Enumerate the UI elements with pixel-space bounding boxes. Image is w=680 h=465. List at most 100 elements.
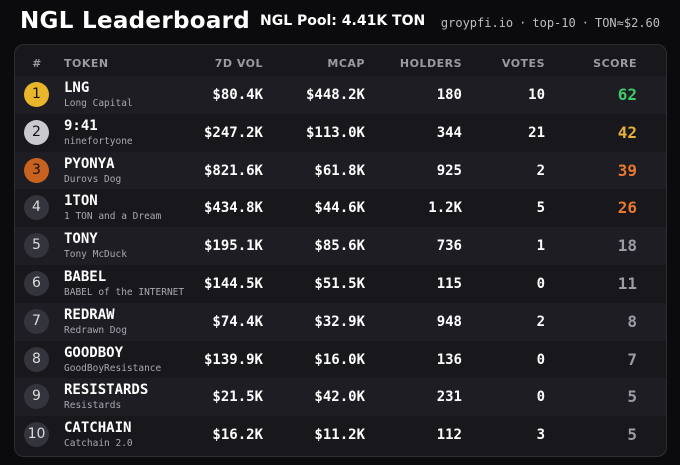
holders: 231: [436, 389, 462, 406]
token-symbol: REDRAW: [64, 306, 115, 323]
row: 10 CATCHAIN Catchain 2.0 $16.2K $11.2K 112 3 5: [15, 416, 666, 454]
rank-badge: 3: [24, 157, 49, 183]
mcap: $113.0K: [305, 124, 365, 141]
token-name: Durovs Dog: [64, 173, 122, 185]
title: NGL Leaderboard: [20, 8, 251, 34]
token-name: Resistards: [64, 400, 122, 412]
vol: $21.5K: [212, 389, 263, 406]
vol: $80.4K: [212, 87, 263, 103]
votes: 0: [536, 389, 545, 406]
vol: $195.1K: [203, 238, 263, 255]
score: 26: [617, 198, 637, 218]
holders: 948: [436, 313, 462, 330]
mcap: $44.6K: [314, 200, 365, 217]
mcap: $11.2K: [314, 427, 365, 444]
token-symbol: TONY: [64, 231, 98, 248]
token-symbol: PYONYA: [64, 155, 115, 172]
vol: $434.8K: [203, 200, 263, 217]
token-symbol: BABEL: [64, 269, 107, 285]
pool: NGL Pool: 4.41K TON: [260, 13, 426, 29]
row: 8 GOODBOY GoodBoyResistance $139.9K $16.0K 13…: [15, 341, 666, 379]
rank-badge: 5: [24, 233, 49, 259]
meta-item: TON≈$2.60: [594, 16, 660, 30]
score: 5: [627, 425, 637, 445]
column-header: MCAP: [327, 57, 365, 70]
rank-badge: 1: [24, 82, 49, 107]
holders: 112: [436, 427, 462, 444]
mcap: $42.0K: [314, 389, 365, 406]
score: 42: [617, 122, 637, 142]
token-name: Catchain 2.0: [64, 438, 133, 450]
rank-badge: 6: [24, 271, 49, 296]
holders: 344: [436, 124, 462, 141]
score: 5: [627, 387, 637, 407]
holders: 180: [436, 87, 462, 103]
votes: 1: [536, 238, 545, 255]
column-header: HOLDERS: [399, 57, 462, 70]
vol: $144.5K: [203, 276, 263, 292]
votes: 21: [528, 124, 545, 141]
score: 11: [617, 274, 637, 293]
rank-badge: 7: [24, 308, 49, 334]
mcap: $16.0K: [314, 351, 365, 368]
meta-item: groypfi.io: [440, 16, 514, 30]
token-name: BABEL of the INTERNET: [64, 287, 185, 298]
token-name: Tony McDuck: [64, 249, 127, 261]
votes: 0: [536, 351, 545, 368]
vol: $247.2K: [203, 124, 263, 141]
meta-item: top-10: [532, 16, 576, 30]
meta: groypfi.io · top-10 · TON≈$2.60: [441, 16, 660, 30]
rank-badge: 2: [24, 119, 49, 145]
column-header: 7D VOL: [214, 57, 263, 70]
separator: ·: [519, 16, 527, 30]
rank-badge: 10: [24, 422, 49, 448]
column-header: #: [32, 57, 42, 70]
row: 9 RESISTARDS Resistards $21.5K $42.0K 231 0 5: [15, 378, 666, 417]
row: 6 BABEL BABEL of the INTERNET $144.5K $51.5K…: [15, 265, 666, 303]
row: 4 1TON 1 TON and a Dream $434.8K $44.6K 1.2K 5…: [15, 189, 666, 227]
token-symbol: RESISTARDS: [64, 382, 149, 399]
token-symbol: LNG: [64, 80, 90, 96]
token-symbol: 9:41: [64, 117, 98, 134]
rank-badge: 9: [24, 384, 49, 410]
votes: 5: [536, 200, 545, 217]
separator: ·: [581, 16, 589, 30]
token-name: GoodBoyResistance: [64, 362, 162, 374]
score: 7: [627, 349, 637, 369]
votes: 0: [536, 276, 545, 292]
row: 3 PYONYA Durovs Dog $821.6K $61.8K 925 2 39: [15, 151, 666, 190]
mcap: $32.9K: [314, 313, 365, 330]
mcap: $61.8K: [314, 162, 365, 179]
row: 1 LNG Long Capital $80.4K $448.2K 180 10 62: [15, 76, 666, 114]
token-name: Long Capital: [64, 98, 133, 109]
holders: 736: [436, 238, 462, 255]
score: 62: [617, 85, 637, 104]
holders: 1.2K: [428, 200, 462, 217]
vol: $139.9K: [203, 351, 263, 368]
vol: $74.4K: [212, 313, 263, 330]
vol: $16.2K: [212, 427, 263, 444]
holders: 925: [436, 162, 462, 179]
mcap: $85.6K: [314, 238, 365, 255]
token-symbol: 1TON: [64, 193, 98, 210]
column-header: VOTES: [501, 57, 545, 70]
score: 39: [617, 160, 637, 180]
column-header: TOKEN: [64, 57, 109, 70]
row: 5 TONY Tony McDuck $195.1K $85.6K 736 1 18: [15, 227, 666, 265]
votes: 2: [536, 313, 545, 330]
holders: 136: [436, 351, 462, 368]
votes: 2: [536, 162, 545, 179]
token-symbol: GOODBOY: [64, 344, 124, 361]
leaderboard-table: # TOKEN 7D VOL MCAP HOLDERS VOTES SCORE 1 LNG Lon…: [14, 44, 667, 457]
token-name: 1 TON and a Dream: [64, 211, 162, 223]
token-name: ninefortyone: [64, 135, 133, 147]
votes: 10: [528, 87, 545, 103]
row: 2 9:41 ninefortyone $247.2K $113.0K 344 21 42: [15, 114, 666, 152]
rank-badge: 4: [24, 195, 49, 221]
row: 7 REDRAW Redrawn Dog $74.4K $32.9K 948 2 8: [15, 302, 666, 341]
score: 18: [617, 236, 637, 256]
score: 8: [627, 311, 637, 331]
token-symbol: CATCHAIN: [64, 420, 132, 437]
column-header: SCORE: [593, 57, 637, 70]
